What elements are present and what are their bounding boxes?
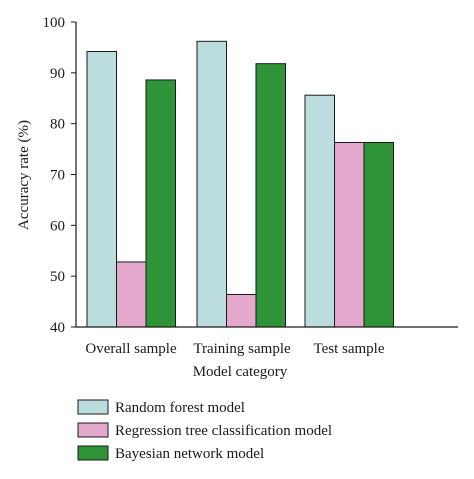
y-axis-title: Accuracy rate (%) (16, 120, 32, 230)
bars (86, 40, 394, 328)
legend: Random forest model Regression tree class… (77, 399, 332, 462)
bar (86, 50, 117, 328)
legend-swatch (77, 422, 109, 438)
bar (363, 141, 394, 328)
y-tick-label: 80 (50, 117, 65, 133)
y-tick-label: 50 (50, 269, 65, 285)
x-category-label: Overall sample (85, 341, 177, 357)
legend-label: Bayesian network model (115, 446, 264, 462)
x-categories: Overall sample Training sample Test sample (85, 341, 384, 357)
legend-label: Random forest model (115, 400, 245, 416)
bar (334, 141, 365, 328)
bar (116, 261, 147, 328)
y-ticks: 40 50 60 70 80 90 100 (43, 15, 76, 336)
x-axis-title: Model category (193, 364, 288, 380)
legend-swatch (77, 399, 109, 415)
y-tick-label: 90 (50, 66, 65, 82)
bar (145, 79, 176, 328)
y-tick-label: 60 (50, 218, 65, 234)
legend-label: Regression tree classification model (115, 423, 332, 439)
x-category-label: Test sample (313, 341, 384, 357)
y-tick-label: 70 (50, 168, 65, 184)
y-tick-label: 100 (43, 15, 66, 31)
y-tick-label: 40 (50, 320, 65, 336)
bar (226, 293, 257, 328)
bar (255, 63, 286, 328)
bar (304, 94, 335, 328)
legend-swatch (77, 445, 109, 461)
bar (196, 40, 227, 328)
x-category-label: Training sample (193, 341, 291, 357)
